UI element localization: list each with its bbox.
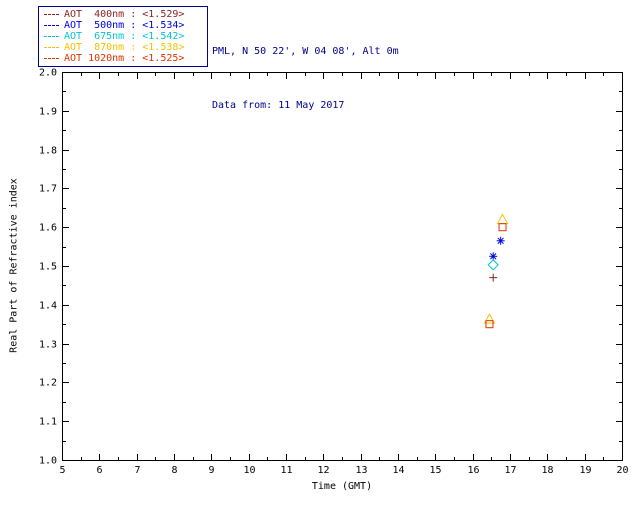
legend-line-sample-870nm — [44, 47, 59, 48]
svg-text:17: 17 — [504, 465, 516, 476]
svg-text:1.8: 1.8 — [39, 146, 57, 157]
legend-box: AOT 400nm : <1.529> AOT 500nm : <1.534> … — [38, 6, 208, 67]
series-aot-500nm — [489, 236, 505, 261]
legend-entry-870nm: AOT 870nm : <1.538> — [39, 42, 207, 53]
svg-text:1.0: 1.0 — [39, 456, 57, 467]
svg-text:6: 6 — [96, 465, 102, 476]
svg-text:14: 14 — [392, 465, 404, 476]
svg-text:1.7: 1.7 — [39, 184, 57, 195]
legend-entry-400nm: AOT 400nm : <1.529> — [39, 9, 207, 20]
legend-label-400nm: AOT 400nm : <1.529> — [64, 9, 185, 20]
svg-text:1.1: 1.1 — [39, 417, 57, 428]
svg-text:9: 9 — [208, 465, 214, 476]
legend-label-870nm: AOT 870nm : <1.538> — [64, 42, 185, 53]
legend-line-sample-400nm — [44, 14, 59, 15]
svg-text:16: 16 — [467, 465, 479, 476]
svg-text:1.3: 1.3 — [39, 340, 57, 351]
series-aot-1020nm — [485, 223, 507, 329]
svg-text:1.6: 1.6 — [39, 223, 57, 234]
data-date-text: Data from: 11 May 2017 — [212, 100, 345, 111]
legend-line-sample-675nm — [44, 36, 59, 37]
svg-text:12: 12 — [317, 465, 329, 476]
svg-text:5: 5 — [59, 465, 65, 476]
legend-entry-1020nm: AOT 1020nm : <1.525> — [39, 53, 207, 64]
legend-line-sample-500nm — [44, 25, 59, 26]
legend-entry-675nm: AOT 675nm : <1.542> — [39, 31, 207, 42]
site-location-text: PML, N 50 22', W 04 08', Alt 0m — [212, 46, 399, 57]
svg-text:18: 18 — [541, 465, 553, 476]
svg-text:11: 11 — [280, 465, 292, 476]
plot-header: PML, N 50 22', W 04 08', Alt 0m Data fro… — [212, 7, 399, 151]
plot-frame — [62, 72, 623, 461]
series-aot-675nm — [487, 259, 499, 271]
x-axis-label: Time (GMT) — [311, 481, 373, 492]
svg-text:15: 15 — [429, 465, 441, 476]
svg-text:13: 13 — [355, 465, 367, 476]
svg-text:1.9: 1.9 — [39, 107, 57, 118]
legend-label-675nm: AOT 675nm : <1.542> — [64, 31, 185, 42]
svg-text:19: 19 — [579, 465, 591, 476]
svg-text:7: 7 — [134, 465, 140, 476]
legend-label-1020nm: AOT 1020nm : <1.525> — [64, 53, 185, 64]
legend-label-500nm: AOT 500nm : <1.534> — [64, 20, 185, 31]
svg-text:10: 10 — [243, 465, 255, 476]
legend-entry-500nm: AOT 500nm : <1.534> — [39, 20, 207, 31]
y-axis-ticks: 1.0 1.1 1.2 1.3 1.4 1.5 1.6 1.7 1.8 1.9 2.0 — [39, 68, 622, 467]
x-axis-ticks: 5 6 7 8 9 10 11 12 13 14 15 16 17 18 19 20 — [59, 73, 629, 476]
svg-text:1.5: 1.5 — [39, 262, 57, 273]
y-axis-label: Real Part of Refractive index — [8, 178, 20, 353]
svg-text:20: 20 — [616, 465, 628, 476]
legend-line-sample-1020nm — [44, 58, 59, 59]
svg-text:1.4: 1.4 — [39, 301, 57, 312]
svg-text:2.0: 2.0 — [39, 68, 57, 79]
series-aot-400nm — [489, 273, 498, 282]
svg-text:8: 8 — [171, 465, 177, 476]
svg-text:1.2: 1.2 — [39, 378, 57, 389]
